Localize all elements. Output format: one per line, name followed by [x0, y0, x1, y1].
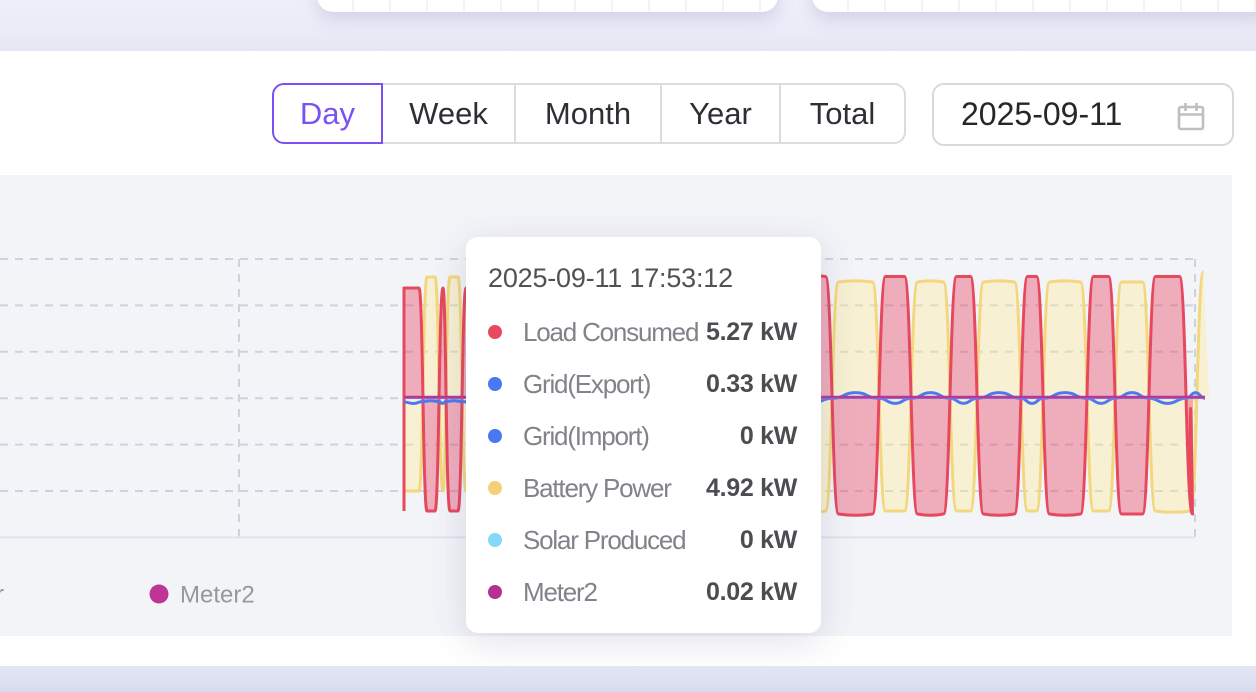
svg-text:Meter2: Meter2 [180, 582, 255, 609]
svg-text:r: r [0, 581, 4, 608]
